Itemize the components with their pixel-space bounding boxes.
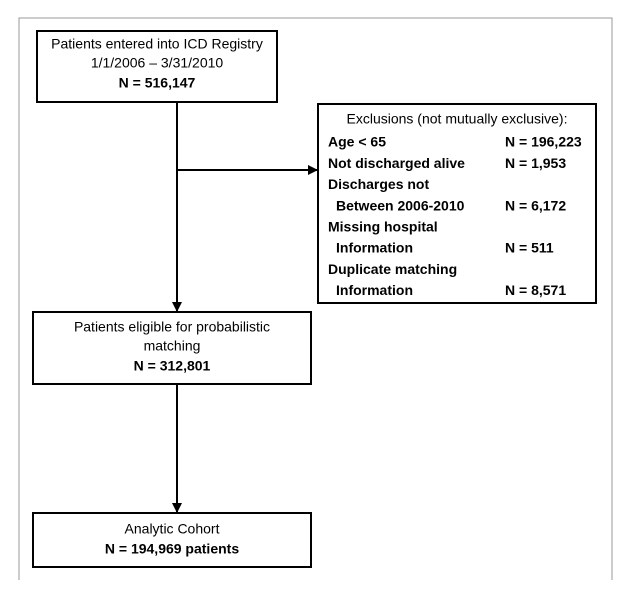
node-text: Patients entered into ICD Registry <box>51 36 263 52</box>
node-text: N = 312,801 <box>134 358 211 374</box>
exclusion-label: Duplicate matching <box>328 261 457 277</box>
exclusion-label: Discharges not <box>328 176 429 192</box>
node-text: 1/1/2006 – 3/31/2010 <box>91 55 224 71</box>
box-cohort <box>32 512 312 568</box>
exclusion-label: Information <box>336 282 413 298</box>
box-exclusions <box>317 103 597 304</box>
exclusions-header: Exclusions (not mutually exclusive): <box>347 111 568 127</box>
exclusion-value: N = 1,953 <box>505 155 566 171</box>
exclusion-label: Age < 65 <box>328 134 386 150</box>
node-text: N = 516,147 <box>119 75 196 91</box>
exclusion-label: Missing hospital <box>328 219 438 235</box>
exclusion-value: N = 6,172 <box>505 197 566 213</box>
exclusion-label: Not discharged alive <box>328 155 465 171</box>
node-text: matching <box>144 338 201 354</box>
exclusion-value: N = 511 <box>505 240 554 256</box>
exclusion-label: Between 2006-2010 <box>336 197 465 213</box>
box-registry <box>36 30 278 103</box>
frame <box>18 17 613 580</box>
box-eligible <box>32 311 312 385</box>
node-text: N = 194,969 patients <box>105 541 239 557</box>
exclusion-label: Information <box>336 240 413 256</box>
node-text: Analytic Cohort <box>125 521 220 537</box>
texts: Patients entered into ICD Registry 1/1/20… <box>51 36 582 557</box>
exclusion-value: N = 196,223 <box>505 134 582 150</box>
exclusion-value: N = 8,571 <box>505 282 566 298</box>
node-text: Patients eligible for probabilistic <box>74 319 270 335</box>
